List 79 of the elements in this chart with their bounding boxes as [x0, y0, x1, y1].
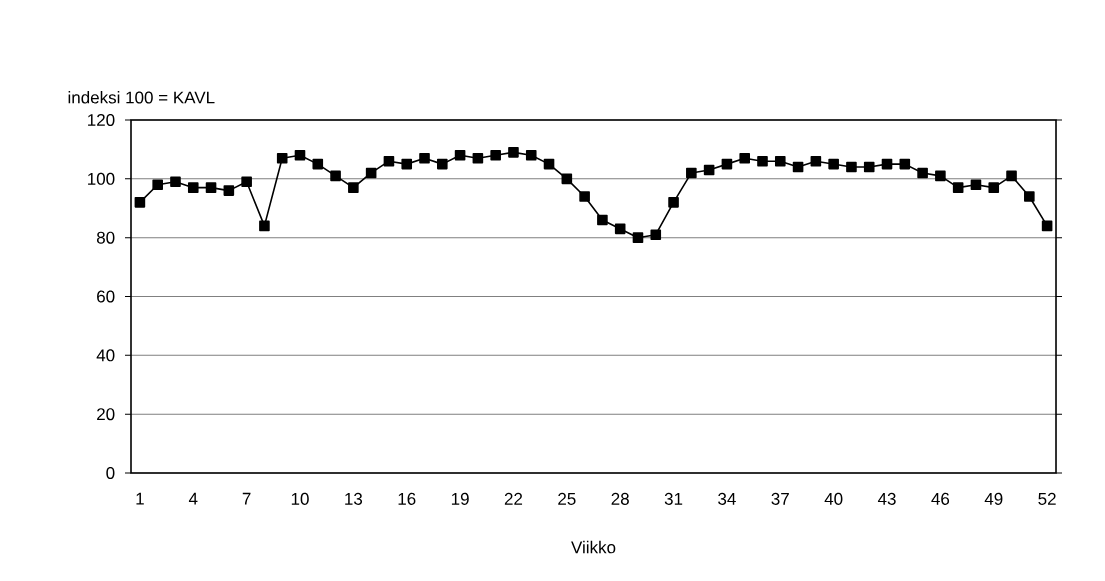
point: [917, 167, 928, 179]
x-tick-label: 22: [504, 492, 523, 505]
point: [597, 214, 608, 226]
x-tick-label: 28: [611, 492, 629, 505]
point: [774, 155, 786, 167]
point: [490, 150, 501, 161]
x-tick-label: 10: [291, 492, 309, 505]
point: [632, 232, 644, 243]
point: [348, 182, 359, 193]
point: [561, 173, 573, 185]
point: [383, 155, 395, 167]
point: [863, 161, 875, 173]
point: [152, 179, 163, 191]
x-tick-label: 4: [188, 492, 198, 505]
x-tick-label: 40: [824, 492, 843, 505]
y-tick-label: 120: [88, 113, 115, 127]
point: [276, 152, 288, 164]
point: [401, 158, 413, 170]
point: [650, 229, 662, 241]
y-tick-label: 40: [96, 349, 115, 362]
point: [330, 170, 341, 182]
y-tick-label: 60: [97, 290, 115, 303]
point: [757, 155, 768, 167]
point: [543, 158, 555, 170]
point: [187, 182, 199, 193]
x-tick-label: 7: [242, 492, 251, 505]
x-tick-label: 52: [1038, 492, 1056, 505]
point: [935, 170, 946, 182]
point: [792, 161, 804, 173]
point: [525, 150, 537, 161]
x-tick-label: 49: [984, 492, 1003, 505]
point: [846, 161, 857, 173]
point: [223, 185, 235, 196]
x-tick-label: 37: [771, 492, 789, 505]
point: [1024, 191, 1035, 202]
point: [899, 158, 911, 170]
x-tick-label: 1: [136, 492, 144, 505]
point: [668, 197, 679, 208]
x-tick-label: 19: [451, 492, 469, 505]
y-axis-title: indeksi 100 = KAVL: [68, 91, 215, 104]
point: [170, 176, 181, 188]
point: [686, 167, 697, 179]
point: [703, 164, 715, 176]
point: [828, 158, 839, 170]
point: [472, 152, 484, 164]
x-tick-label: 43: [877, 492, 896, 505]
point: [614, 223, 626, 235]
point: [1041, 220, 1053, 232]
x-tick-label: 16: [398, 492, 416, 505]
x-tick-label: 46: [931, 492, 950, 505]
x-tick-label: 31: [664, 492, 683, 505]
point: [454, 150, 466, 161]
point: [312, 158, 324, 170]
y-tick-label: 0: [106, 466, 115, 480]
point: [988, 182, 1000, 193]
point: [1006, 170, 1017, 182]
y-tick-label: 100: [88, 172, 115, 185]
point: [134, 197, 146, 208]
point: [419, 152, 430, 164]
x-tick-label: 34: [718, 492, 736, 505]
x-tick-label: 13: [345, 492, 363, 505]
point: [970, 179, 982, 191]
point: [579, 191, 590, 202]
y-tick-label: 20: [97, 408, 115, 421]
point: [810, 155, 822, 167]
point: [721, 158, 733, 170]
point: [437, 158, 448, 170]
point: [952, 182, 964, 193]
y-tick-label: 80: [96, 231, 115, 244]
point: [881, 158, 893, 170]
point: [739, 152, 751, 164]
point: [205, 182, 217, 193]
x-tick-label: 25: [558, 492, 576, 505]
point: [259, 220, 270, 232]
point: [294, 150, 306, 161]
x-axis-title: Viikko: [571, 540, 616, 554]
point: [365, 167, 377, 179]
point: [508, 147, 519, 158]
point: [241, 176, 252, 188]
